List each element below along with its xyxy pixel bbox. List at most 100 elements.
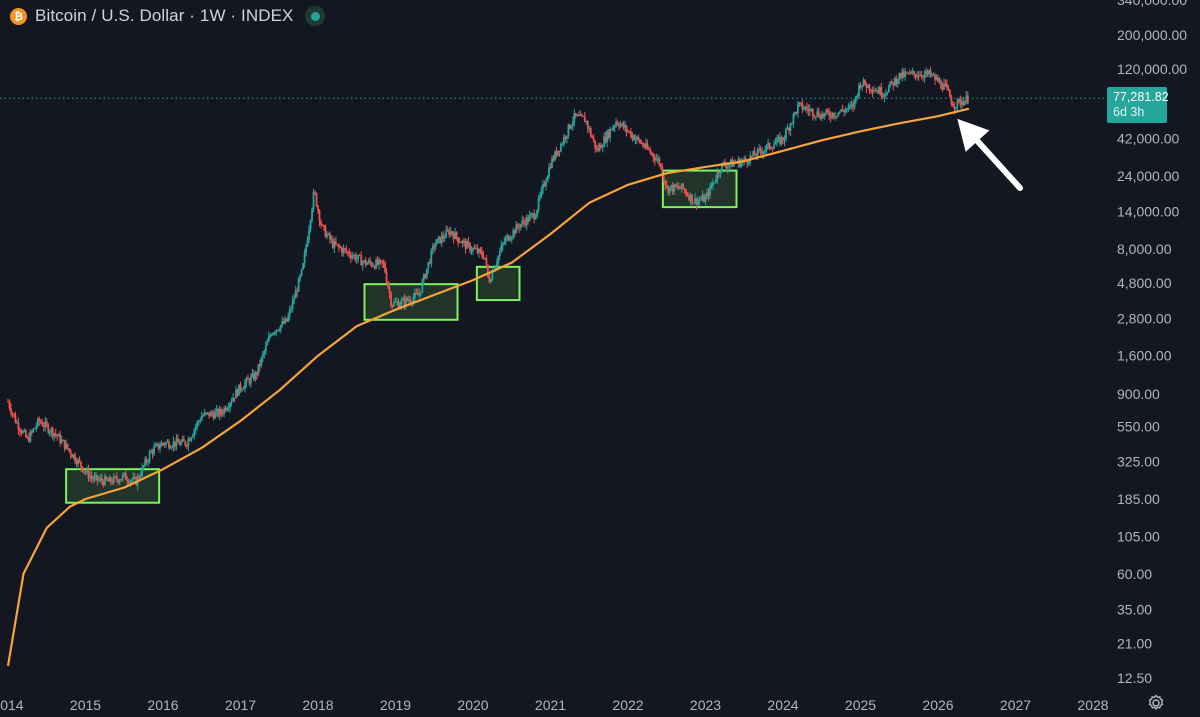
candle-body (327, 233, 330, 235)
candle-body (211, 412, 214, 414)
candle-body (463, 240, 465, 242)
candle-body (273, 332, 276, 334)
candle-body (726, 165, 729, 169)
candle-body (949, 90, 951, 97)
candle-body (153, 447, 155, 454)
candle-body (498, 251, 501, 257)
x-tick-label: 2015 (70, 697, 101, 713)
candle-body (208, 412, 211, 417)
candle-body (393, 301, 395, 306)
candle-body (41, 422, 44, 426)
market-status-icon[interactable] (305, 6, 326, 26)
candle-body (326, 234, 328, 238)
x-tick-label: 2023 (690, 697, 721, 713)
candle-body (715, 179, 717, 182)
candle-body (51, 428, 54, 437)
candle-body (151, 450, 154, 454)
candle-body (17, 422, 20, 430)
x-axis[interactable]: 2014 2015 2016 2017 2018 2019 2020 2021 2022 2023… (0, 697, 1109, 713)
candle-body (266, 341, 269, 346)
candle-body (659, 164, 662, 167)
candle-body (826, 110, 829, 113)
candle-body (832, 112, 835, 117)
candle-body (226, 408, 228, 411)
candle-body (291, 300, 294, 309)
candle-body (329, 233, 331, 240)
y-tick-label: 185.00 (1117, 491, 1160, 507)
candle-body (580, 114, 583, 116)
candle-body (144, 459, 147, 466)
candle-body (56, 434, 59, 437)
candle-body (317, 206, 319, 211)
candle-body (32, 428, 35, 432)
candle-body (378, 259, 381, 265)
candle-body (416, 293, 419, 296)
y-tick-label: 325.00 (1117, 454, 1160, 470)
candle-body (680, 183, 683, 189)
gear-icon[interactable] (1146, 693, 1166, 713)
candle-body (469, 243, 471, 251)
candle-body (634, 138, 637, 141)
candle-body (272, 332, 275, 335)
candle-body (881, 95, 884, 97)
candle-body (870, 89, 872, 91)
y-tick-label: 42,000.00 (1117, 131, 1179, 147)
candle-body (95, 475, 97, 477)
candle-body (434, 244, 437, 248)
candle-body (424, 274, 427, 278)
candle-body (636, 136, 638, 139)
last-price-value: 77,281.82 (1113, 90, 1169, 104)
candle-body (698, 199, 701, 201)
candle-body (563, 136, 565, 144)
candle-body (96, 475, 99, 481)
candle-body (834, 116, 837, 118)
candle-body (84, 471, 87, 473)
candle-body (333, 241, 336, 248)
candle-body (323, 225, 325, 227)
candle-body (540, 188, 543, 196)
candle-body (621, 123, 623, 125)
symbol-title[interactable]: Bitcoin / U.S. Dollar · 1W · INDEX (35, 6, 294, 25)
y-tick-label: 12.50 (1117, 670, 1152, 686)
candle-body (71, 454, 73, 458)
candle-body (533, 213, 536, 220)
candle-body (402, 298, 404, 301)
candle-body (306, 239, 309, 247)
candle-body (768, 142, 771, 149)
y-axis[interactable]: 340,000.00 200,000.00 120,000.00 42,000.00 2… (1117, 0, 1187, 686)
candle-body (710, 185, 713, 187)
candle-body (560, 143, 562, 152)
candle-body (63, 440, 66, 449)
candle-body (19, 429, 21, 432)
candle-body (472, 248, 474, 251)
candle-body (324, 226, 327, 238)
candle-body (577, 115, 580, 117)
candle-body (479, 248, 482, 252)
candle-body (755, 155, 758, 157)
moving-average-line (6, 107, 970, 667)
candle-body (785, 129, 787, 139)
candle-body (744, 158, 747, 161)
candle-body (239, 384, 242, 390)
candle-body (13, 413, 15, 416)
candle-body (759, 148, 762, 152)
candle-body (878, 87, 881, 94)
candle-body (804, 107, 807, 109)
candle-body (902, 71, 905, 77)
candle-body (23, 430, 26, 432)
candle-body (910, 72, 913, 74)
candle-body (430, 250, 433, 264)
candle-body (507, 235, 510, 241)
candle-body (917, 75, 920, 77)
candle-body (695, 198, 698, 205)
candle-body (679, 188, 682, 190)
candle-body (561, 143, 564, 145)
x-tick-label: 2024 (767, 697, 798, 713)
candle-body (720, 162, 723, 172)
candle-body (934, 74, 936, 80)
candle-body (844, 109, 847, 113)
candle-body (886, 92, 889, 94)
candle-body (309, 220, 312, 230)
candle-body (99, 477, 102, 480)
